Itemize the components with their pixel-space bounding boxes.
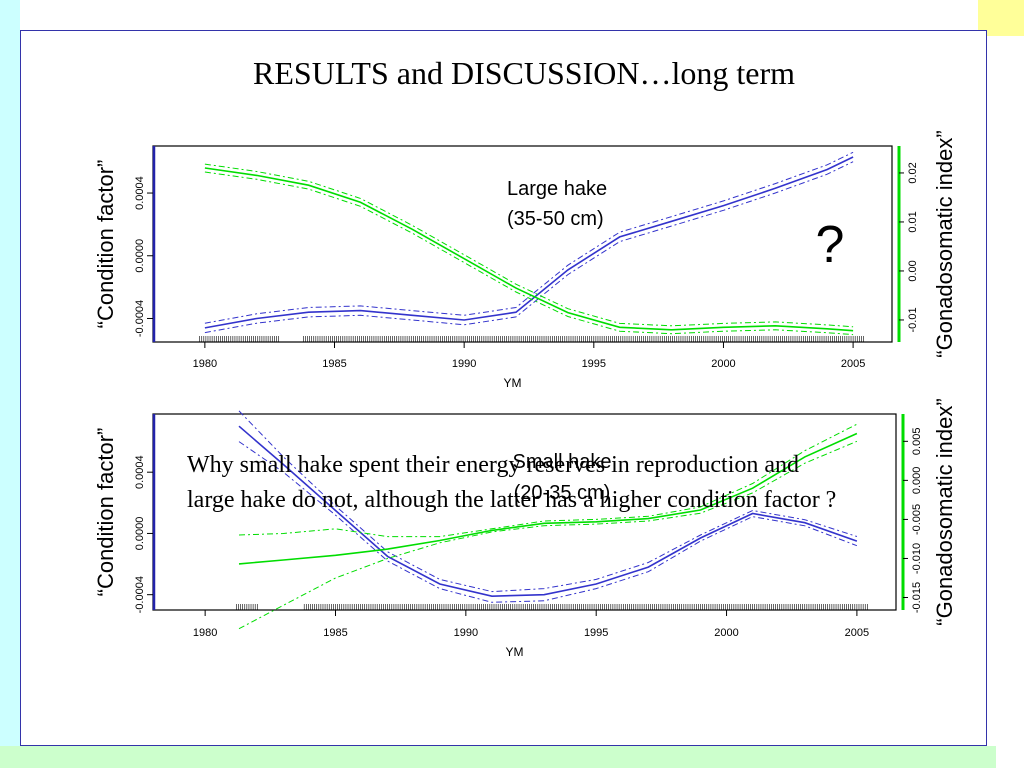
x-tick-label: 1980 [193,358,217,370]
right-tick-label: -0.015 [911,582,923,613]
panel-label: (20-35 cm) [514,482,611,504]
left-tick-label: 0.0004 [134,455,146,489]
left-tick-label: -0.0004 [134,576,146,613]
gsi-series-upper-band [204,163,854,328]
gsi-series-line [238,432,858,565]
right-tick-label: -0.005 [911,504,923,535]
condition-series-line [204,156,854,329]
left-tick-label: 0.0000 [134,239,146,273]
rug-plot [236,604,868,610]
x-tick-label: 1985 [323,627,347,639]
x-tick-label: 2005 [841,358,865,370]
left-axis-label: “Condition factor” [93,428,118,597]
rug-plot [199,336,864,342]
gsi-series-upper-band [238,423,858,538]
condition-series-upper-band [204,151,854,324]
large-hake-chart: 1980 1985 1990 1995 2000 2005 YM -0.0004 0.0000 0… [93,130,957,390]
left-tick-label: -0.0004 [134,300,146,337]
slide-frame [20,30,987,746]
x-tick-label: 1995 [584,627,608,639]
x-tick-label: 1985 [322,358,346,370]
right-tick-label: 0.00 [907,260,919,281]
right-axis-label: “Gonadosomatic index” [932,398,957,625]
x-tick-label: 2005 [845,627,869,639]
x-axis-label: YM [504,376,522,390]
x-tick-label: 1990 [452,358,476,370]
condition-series-line [238,425,858,598]
panel-label: (35-50 cm) [507,208,604,230]
right-tick-label: 0.01 [907,211,919,232]
right-tick-label: 0.005 [911,428,923,456]
x-tick-label: 1980 [193,627,217,639]
x-axis-label: YM [506,645,524,659]
question-text: Why small hake spent their energy reserv… [187,452,837,513]
left-tick-label: 0.0004 [134,176,146,210]
right-axis-label: “Gonadosomatic index” [932,130,957,357]
right-tick-label: 0.02 [907,162,919,183]
x-tick-label: 2000 [714,627,738,639]
gsi-series-lower-band [238,440,858,630]
gsi-series-line [204,167,854,332]
condition-series-upper-band [238,410,858,593]
condition-series-lower-band [238,441,858,603]
slide-title: RESULTS and DISCUSSION…long term [253,55,795,91]
x-tick-label: 1990 [454,627,478,639]
x-tick-label: 2000 [711,358,735,370]
x-tick-label: 1995 [582,358,606,370]
bottom-decor-strip [0,746,996,768]
right-tick-label: 0.000 [911,467,923,495]
left-axis-label: “Condition factor” [93,160,118,329]
gsi-series-lower-band [204,171,854,336]
question-mark: ? [816,216,845,274]
left-tick-label: 0.0000 [134,517,146,551]
panel-label: Small hake [513,451,612,473]
panel-label: Large hake [507,178,607,200]
right-tick-label: -0.010 [911,543,923,574]
left-decor-strip [0,0,20,768]
right-tick-label: -0.01 [907,307,919,332]
condition-series-lower-band [204,161,854,334]
small-hake-chart: 1980 1985 1990 1995 2000 2005 YM -0.0004 0.0000 0… [93,398,957,659]
